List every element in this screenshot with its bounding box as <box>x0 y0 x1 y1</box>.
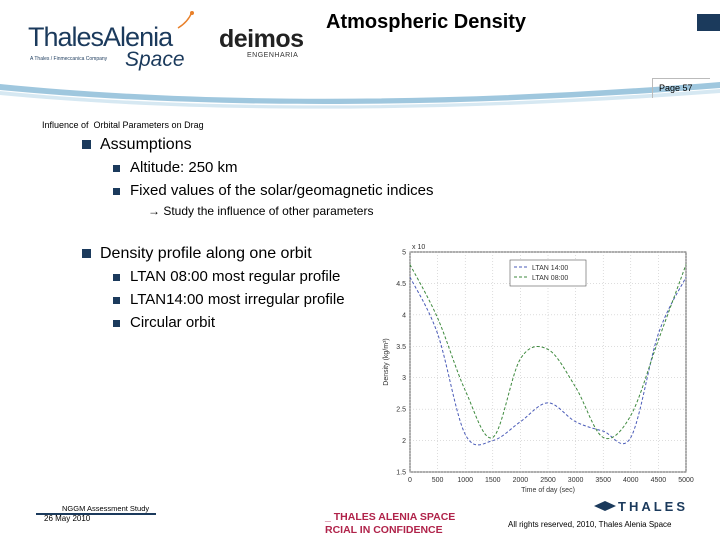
y-tick-label: 5 <box>402 250 406 257</box>
square-bullet-icon <box>113 319 120 327</box>
x-tick-label: 4500 <box>651 477 667 484</box>
bullet-density-profile: Density profile along one orbit <box>82 245 312 263</box>
corner-accent <box>697 14 720 31</box>
sub-bullet-circular: Circular orbit <box>113 314 215 331</box>
x-tick-label: 3000 <box>568 477 584 484</box>
y-tick-label: 4 <box>402 312 406 319</box>
thales-logo-mark-icon <box>594 501 616 511</box>
bullet-assumptions: Assumptions <box>82 136 192 154</box>
square-bullet-icon <box>113 296 120 304</box>
section-label: Influence of Orbital Parameters on Drag <box>42 120 204 130</box>
square-bullet-icon <box>113 273 120 281</box>
thales-logo-text: THALES <box>618 499 688 514</box>
sub-bullet-ltan14: LTAN14:00 most irregular profile <box>113 291 345 308</box>
x-tick-label: 500 <box>432 477 444 484</box>
x-tick-label: 4000 <box>623 477 639 484</box>
deimos-logo-text: deimos <box>219 25 304 53</box>
footer-rights: All rights reserved, 2010, Thales Alenia… <box>508 520 672 529</box>
y-tick-label: 2.5 <box>396 407 406 414</box>
x-tick-label: 0 <box>408 477 412 484</box>
header-swoosh <box>0 0 720 110</box>
legend-entry: LTAN 14:00 <box>532 265 568 272</box>
x-tick-label: 1000 <box>457 477 473 484</box>
square-bullet-icon <box>82 249 91 259</box>
thales-logo: THALES <box>594 499 694 515</box>
x-tick-label: 2000 <box>513 477 529 484</box>
logo-tagline-text: A Thales / Finmeccanica Company <box>30 56 108 62</box>
y-tick-label: 4.5 <box>396 281 406 288</box>
sub-bullet-fixed-indices: Fixed values of the solar/geomagnetic in… <box>113 182 434 199</box>
bullet-text: Fixed values of the solar/geomagnetic in… <box>130 182 434 199</box>
x-axis-label: Time of day (sec) <box>521 487 575 494</box>
sub-bullet-altitude: Altitude: 250 km <box>113 159 238 176</box>
y-tick-label: 1.5 <box>396 470 406 477</box>
note-study-influence: → Study the influence of other parameter… <box>148 204 374 218</box>
bullet-text: Altitude: 250 km <box>130 159 238 176</box>
square-bullet-icon <box>113 164 120 172</box>
page-number-box: Page 57 <box>652 78 710 98</box>
y-tick-label: 2 <box>402 438 406 445</box>
y-tick-label: 3 <box>402 375 406 382</box>
footer-divider <box>36 513 156 515</box>
logo-company-text: ThalesAlenia <box>28 22 173 52</box>
deimos-logo: deimos ENGENHARIA <box>219 26 311 66</box>
confidential-line-2: RCIAL IN CONFIDENCE <box>325 524 443 536</box>
bullet-text: LTAN 08:00 most regular profile <box>130 268 341 285</box>
bullet-text: Assumptions <box>100 136 192 153</box>
x-tick-label: 5000 <box>678 477 694 484</box>
deimos-sub-text: ENGENHARIA <box>247 52 299 59</box>
square-bullet-icon <box>82 140 91 150</box>
legend-entry: LTAN 08:00 <box>532 275 568 282</box>
x-tick-label: 3500 <box>595 477 611 484</box>
confidential-line-1: _ THALES ALENIA SPACE <box>325 511 456 523</box>
x-tick-label: 1500 <box>485 477 501 484</box>
sub-bullet-ltan08: LTAN 08:00 most regular profile <box>113 268 340 285</box>
bullet-text: LTAN14:00 most irregular profile <box>130 291 345 308</box>
bullet-text: Circular orbit <box>130 314 216 331</box>
logo-space-text: Space <box>125 48 185 71</box>
x-tick-label: 2500 <box>540 477 556 484</box>
footer-doc-title: NGGM Assessment Study <box>62 504 150 513</box>
series-line <box>409 264 687 440</box>
square-bullet-icon <box>113 187 120 195</box>
slide-title: Atmospheric Density <box>326 11 527 33</box>
bullet-text: Density profile along one orbit <box>100 245 312 262</box>
density-chart: 0 500 1000 1500 2000 2500 3000 3500 4000 4500 5000… <box>383 244 694 494</box>
y-axis-label: Density (kg/m³) <box>383 338 390 385</box>
legend-box <box>509 259 587 287</box>
page-number: Page 57 <box>659 83 693 93</box>
series-line <box>409 276 687 446</box>
logo-star-icon <box>177 11 194 29</box>
axis-exponent: x 10 <box>412 244 425 251</box>
thales-alenia-logo: ThalesAlenia A Thales / Finmeccanica Com… <box>28 11 198 72</box>
footer-date: 26 May 2010 <box>44 514 91 523</box>
y-tick-label: 3.5 <box>396 344 406 351</box>
swoosh-graphic <box>0 82 720 109</box>
